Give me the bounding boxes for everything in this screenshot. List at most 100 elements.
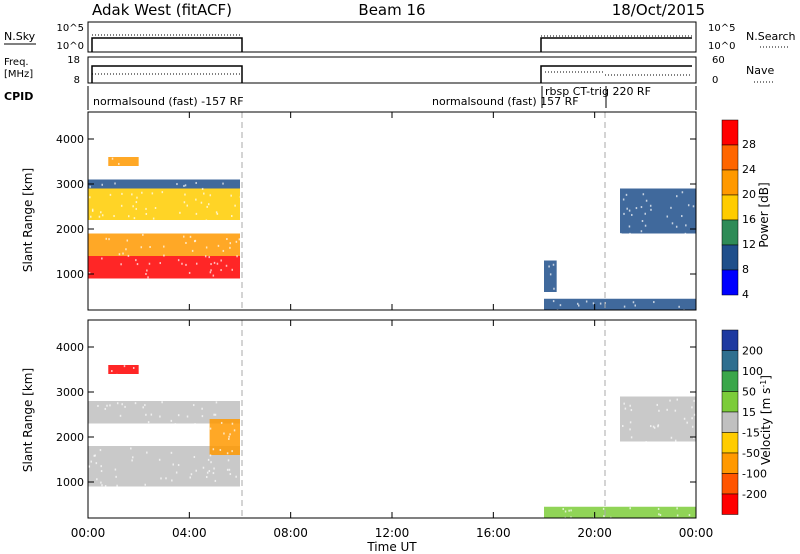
speckle-gap xyxy=(632,301,635,304)
speckle-gap xyxy=(645,199,648,202)
speckle-gap xyxy=(622,424,624,427)
power-region-7 xyxy=(620,188,696,234)
speckle-gap xyxy=(205,246,208,249)
nave-label: Nave xyxy=(746,64,774,77)
speckle-gap xyxy=(186,204,189,207)
speckle-gap xyxy=(623,212,625,215)
speckle-gap xyxy=(659,513,662,516)
power-colorbar-tick: 4 xyxy=(742,288,749,301)
speckle-gap xyxy=(145,413,147,416)
speckle-gap xyxy=(623,305,626,308)
speckle-gap xyxy=(233,429,236,432)
velocity-colorbar-cell xyxy=(721,473,739,495)
speckle-gap xyxy=(106,404,108,407)
speckle-gap xyxy=(209,194,212,197)
speckle-gap xyxy=(200,201,203,204)
speckle-gap xyxy=(229,246,231,249)
speckle-gap xyxy=(101,214,104,217)
speckle-gap xyxy=(236,255,238,258)
speckle-gap xyxy=(95,462,98,465)
speckle-gap xyxy=(159,262,161,265)
velocity-ylabel: Slant Range [km] xyxy=(21,368,35,472)
speckle-gap xyxy=(658,513,660,516)
power-colorbar-tick: 28 xyxy=(742,138,756,151)
speckle-gap xyxy=(226,238,228,241)
nsky-trace-2 xyxy=(540,37,692,52)
speckle-gap xyxy=(145,212,148,215)
speckle-gap xyxy=(666,215,669,218)
speckle-gap xyxy=(229,473,232,476)
speckle-gap xyxy=(100,211,102,214)
speckle-gap xyxy=(219,449,222,452)
speckle-gap xyxy=(570,509,572,512)
speckle-gap xyxy=(674,409,677,412)
ytick-label: 4000 xyxy=(56,133,84,146)
power-panel: 1000 2000 3000 4000 Slant Range [km] xyxy=(21,111,697,312)
ytick-label: 2000 xyxy=(56,431,84,444)
speckle-gap xyxy=(131,193,133,196)
speckle-gap xyxy=(562,508,564,511)
speckle-gap xyxy=(183,235,185,238)
speckle-gap xyxy=(592,302,595,305)
velocity-colorbar-cell xyxy=(721,350,739,372)
speckle-gap xyxy=(213,413,215,416)
speckle-gap xyxy=(132,367,135,370)
speckle-gap xyxy=(142,233,144,236)
xlabel: Time UT xyxy=(366,540,417,554)
power-colorbar-tick: 24 xyxy=(742,163,756,176)
speckle-gap xyxy=(209,454,212,457)
speckle-gap xyxy=(104,485,107,488)
speckle-gap xyxy=(201,187,204,190)
speckle-gap xyxy=(644,212,647,215)
speckle-gap xyxy=(185,241,187,244)
speckle-gap xyxy=(570,516,572,519)
speckle-gap xyxy=(161,401,163,404)
date-title: 18/Oct/2015 xyxy=(612,1,705,19)
speckle-gap xyxy=(620,232,622,235)
speckle-gap xyxy=(687,204,690,207)
nsky-label: N.Sky xyxy=(4,30,36,43)
speckle-gap xyxy=(693,399,695,402)
speckle-gap xyxy=(223,432,225,435)
speckle-gap xyxy=(133,217,136,220)
velocity-colorbar-ticks: 200 100 50 15 -15 -50 -100 -200 xyxy=(742,345,767,502)
speckle-gap xyxy=(109,193,112,196)
speckle-gap xyxy=(239,195,242,198)
speckle-gap xyxy=(666,408,668,411)
velocity-colorbar-label-sup: -1 xyxy=(759,380,768,388)
speckle-gap xyxy=(693,413,696,416)
speckle-gap xyxy=(163,245,165,248)
power-colorbar-cell xyxy=(721,169,739,196)
ytick-label: 2000 xyxy=(56,223,84,236)
speckle-gap xyxy=(231,422,234,425)
ytick-label: 1000 xyxy=(56,268,84,281)
speckle-gap xyxy=(90,460,92,463)
speckle-gap xyxy=(624,407,627,410)
speckle-gap xyxy=(657,507,660,510)
speckle-gap xyxy=(669,399,671,402)
time-axis-labels: 00:00 04:00 08:00 12:00 16:00 20:00 00:00 xyxy=(71,526,714,540)
nsky-tick-low: 10^0 xyxy=(57,41,84,52)
speckle-gap xyxy=(170,419,173,422)
speckle-gap xyxy=(685,224,687,227)
speckle-gap xyxy=(657,424,660,427)
velocity-region-2 xyxy=(108,365,139,374)
speckle-gap xyxy=(229,242,232,245)
freq-frame xyxy=(87,56,697,84)
speckle-gap xyxy=(142,406,144,409)
speckle-gap xyxy=(623,402,625,405)
power-ylabel: Slant Range [km] xyxy=(21,168,35,272)
speckle-gap xyxy=(650,208,652,211)
nsky-trace-1 xyxy=(91,37,243,52)
speckle-gap xyxy=(628,209,631,212)
speckle-gap xyxy=(189,476,191,479)
speckle-gap xyxy=(683,417,686,420)
velocity-colorbar-tick: -200 xyxy=(742,488,767,501)
freq-tick-low: 8 xyxy=(74,75,80,86)
speckle-gap xyxy=(693,436,695,439)
velocity-colorbar-tick: -15 xyxy=(742,427,760,440)
power-colorbar-cell xyxy=(721,269,739,296)
power-marks xyxy=(88,157,696,310)
speckle-gap xyxy=(549,273,552,276)
speckle-gap xyxy=(94,454,96,457)
